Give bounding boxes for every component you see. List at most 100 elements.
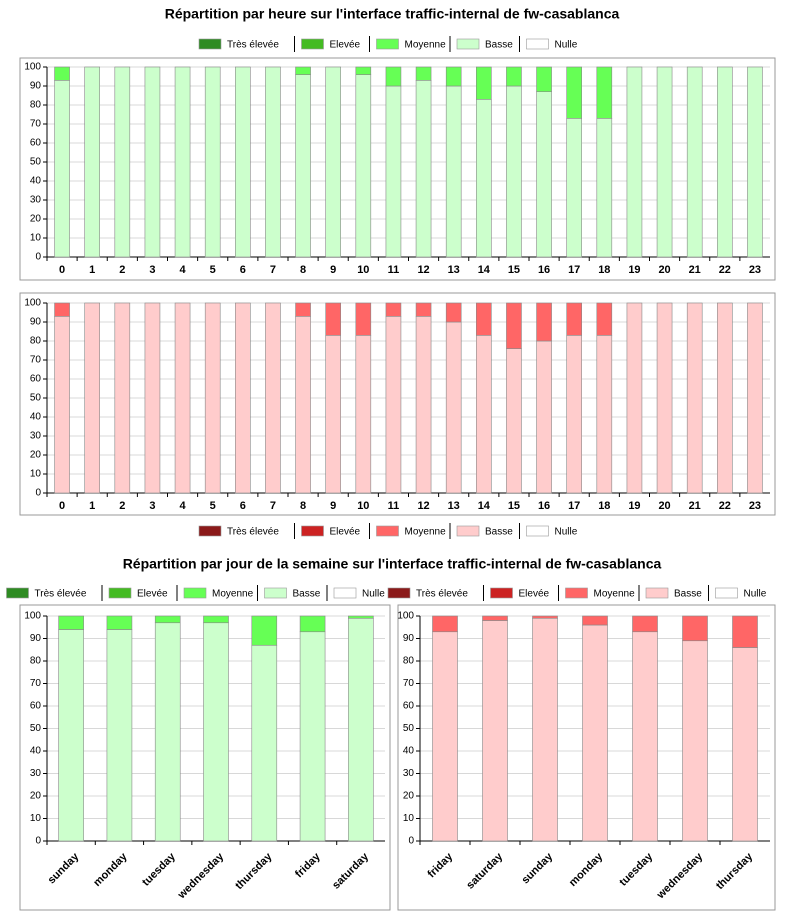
bar-segment <box>348 617 374 842</box>
bar-segment <box>596 66 613 119</box>
chart-title: Répartition par heure sur l'interface tr… <box>165 6 620 22</box>
y-tick-label: 20 <box>30 214 42 225</box>
bar-segment <box>476 66 492 100</box>
y-tick-label: 50 <box>30 157 42 168</box>
y-tick-label: 60 <box>30 374 42 385</box>
bar-segment <box>106 615 133 630</box>
x-tick-label: 12 <box>417 264 429 276</box>
bar-segment <box>686 302 703 494</box>
bar-segment <box>596 334 613 494</box>
x-tick-label: 18 <box>598 264 610 276</box>
bar-segment <box>482 620 508 842</box>
bar-segment <box>355 334 372 494</box>
bar-segment <box>596 118 613 258</box>
y-tick-label: 40 <box>30 176 42 187</box>
bar-segment <box>476 334 492 494</box>
x-tick-label: 17 <box>568 264 580 276</box>
x-tick-label: 16 <box>538 264 550 276</box>
x-tick-label: 19 <box>628 264 640 276</box>
x-tick-label: 6 <box>240 264 246 276</box>
x-tick-label: 9 <box>330 264 336 276</box>
y-tick-label: 30 <box>30 195 42 206</box>
bar-segment <box>626 302 643 494</box>
bar-segment <box>114 302 131 494</box>
bar-segment <box>747 302 763 494</box>
bar-segment <box>682 615 708 642</box>
x-tick-label: 14 <box>478 264 491 276</box>
bar-segment <box>204 66 221 258</box>
x-tick-label: 8 <box>300 500 306 512</box>
legend-label: Nulle <box>362 589 385 600</box>
bar-segment <box>84 66 100 258</box>
bar-segment <box>54 80 70 258</box>
chart-title: Répartition par jour de la semaine sur l… <box>123 556 662 572</box>
y-tick-label: 70 <box>30 678 42 689</box>
x-tick-label: 11 <box>388 500 400 512</box>
y-tick-label: 70 <box>30 119 42 130</box>
x-tick-label: 11 <box>388 264 400 276</box>
bar-segment <box>656 66 673 258</box>
legend-label: Moyenne <box>594 589 636 600</box>
bar-segment <box>532 617 558 842</box>
bar-segment <box>656 302 673 494</box>
bar-segment <box>235 66 251 258</box>
bar-segment <box>299 631 326 842</box>
x-tick-label: 2 <box>119 500 125 512</box>
bar-segment <box>325 302 341 336</box>
bar-segment <box>144 302 161 494</box>
bar-segment <box>632 615 658 633</box>
bar-segment <box>114 66 131 258</box>
bar-segment <box>106 629 133 842</box>
bar-segment <box>58 615 84 630</box>
y-tick-label: 20 <box>30 450 42 461</box>
bar-segment <box>174 302 191 494</box>
x-tick-label: 2 <box>119 264 125 276</box>
legend-swatch <box>565 587 588 599</box>
y-tick-label: 30 <box>403 768 415 779</box>
x-tick-label: 3 <box>149 500 155 512</box>
legend-swatch <box>715 587 738 599</box>
x-tick-label: 4 <box>180 264 187 276</box>
x-tick-label: 15 <box>508 500 520 512</box>
legend-label: Moyenne <box>405 527 447 538</box>
y-tick-label: 100 <box>24 62 41 73</box>
y-tick-label: 50 <box>403 723 415 734</box>
bar-segment <box>251 615 278 646</box>
y-tick-label: 20 <box>403 791 415 802</box>
legend-label: Elevée <box>330 40 361 51</box>
bar-segment <box>174 66 191 258</box>
y-tick-label: 60 <box>30 138 42 149</box>
x-tick-label: 23 <box>749 500 761 512</box>
legend-swatch <box>198 525 222 537</box>
y-tick-label: 80 <box>30 336 42 347</box>
x-tick-label: 13 <box>448 264 460 276</box>
legend-swatch <box>108 587 132 599</box>
bar-segment <box>582 624 608 842</box>
y-tick-label: 10 <box>30 233 42 244</box>
y-tick-label: 60 <box>30 701 42 712</box>
bar-segment <box>476 99 492 258</box>
legend-swatch <box>333 587 357 599</box>
bar-segment <box>204 302 221 494</box>
legend-label: Très élevée <box>227 527 279 538</box>
bar-segment <box>355 66 372 75</box>
x-tick-label: 13 <box>448 500 460 512</box>
y-tick-label: 20 <box>30 791 42 802</box>
x-tick-label: 20 <box>658 500 670 512</box>
y-tick-label: 40 <box>30 746 42 757</box>
legend-label: Nulle <box>744 589 767 600</box>
bar-segment <box>476 302 492 336</box>
y-tick-label: 0 <box>35 488 41 499</box>
x-tick-label: 5 <box>210 264 216 276</box>
y-tick-label: 0 <box>35 836 41 847</box>
legend-label: Très élevée <box>35 589 87 600</box>
legend-label: Très élevée <box>416 589 468 600</box>
legend-label: Basse <box>674 589 702 600</box>
bar-segment <box>596 302 613 336</box>
bar-segment <box>54 66 70 81</box>
y-tick-label: 50 <box>30 393 42 404</box>
bar-segment <box>415 80 432 258</box>
bar-segment <box>325 334 341 494</box>
bar-segment <box>732 615 758 648</box>
legend-swatch <box>6 587 29 599</box>
